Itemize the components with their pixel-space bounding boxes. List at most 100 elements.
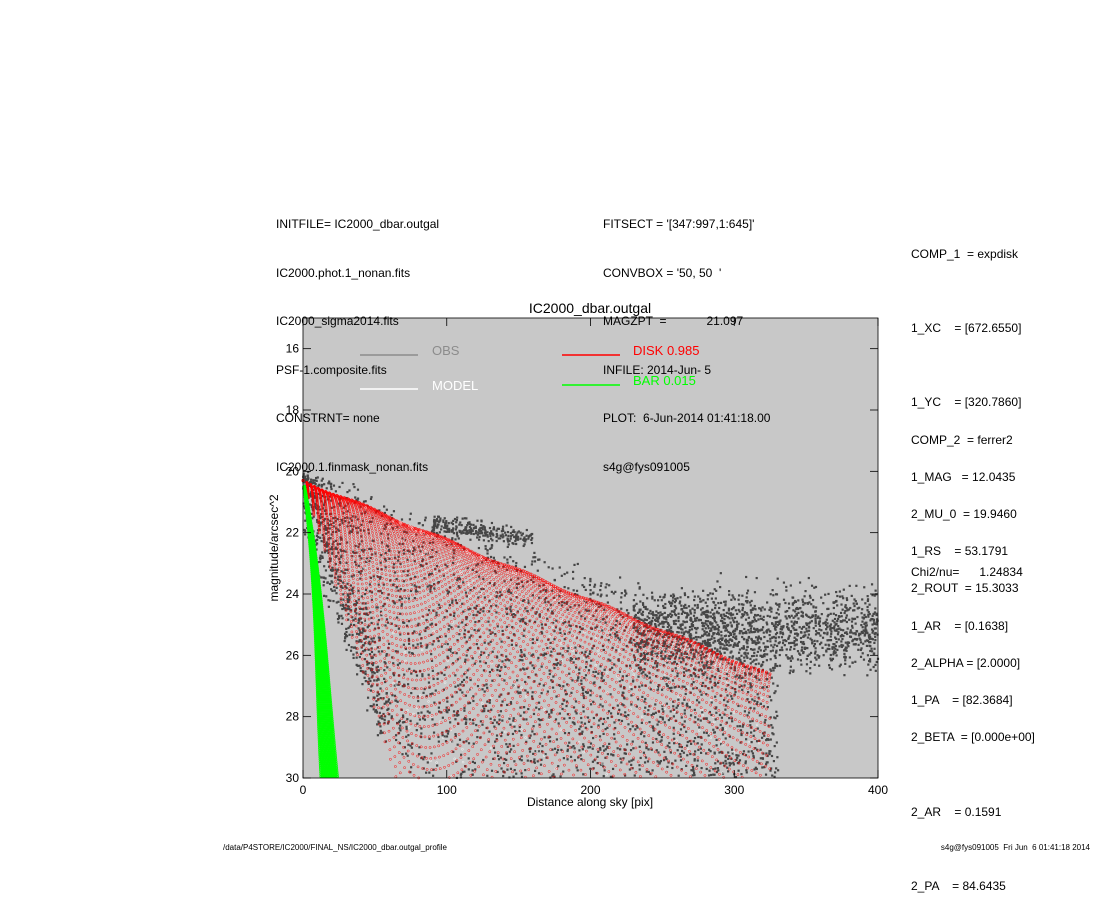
obs-point — [477, 538, 481, 541]
obs-point — [369, 556, 372, 560]
obs-point — [362, 671, 365, 674]
obs-point — [377, 720, 380, 723]
obs-point — [454, 718, 457, 721]
obs-point — [582, 773, 585, 776]
obs-point — [732, 761, 735, 764]
obs-point — [486, 535, 489, 538]
obs-point — [869, 649, 872, 653]
obs-point — [370, 616, 373, 620]
obs-point — [663, 750, 666, 753]
obs-point — [764, 645, 767, 648]
obs-point — [392, 674, 396, 677]
obs-point — [728, 617, 731, 620]
obs-point — [829, 623, 833, 626]
obs-point — [555, 738, 559, 741]
obs-point — [771, 636, 774, 639]
disk-point — [469, 549, 473, 553]
obs-point — [524, 607, 527, 610]
obs-point — [405, 735, 408, 738]
obs-point — [476, 736, 479, 739]
obs-point — [464, 591, 468, 594]
obs-point — [759, 654, 762, 657]
obs-point — [371, 516, 374, 520]
obs-point — [470, 523, 473, 526]
obs-point — [475, 530, 478, 533]
obs-point — [739, 729, 743, 732]
obs-point — [342, 506, 346, 509]
obs-point — [829, 626, 832, 629]
obs-point — [696, 759, 699, 762]
obs-point — [693, 736, 697, 740]
obs-point — [421, 545, 424, 548]
obs-point — [676, 749, 679, 752]
obs-point — [728, 612, 731, 615]
obs-point — [593, 583, 597, 586]
obs-point — [868, 603, 871, 606]
obs-point — [835, 637, 838, 640]
obs-point — [353, 646, 356, 649]
obs-point — [414, 590, 417, 593]
obs-point — [783, 644, 786, 647]
obs-point — [661, 704, 664, 708]
obs-point — [748, 631, 751, 634]
obs-point — [510, 748, 513, 751]
obs-point — [470, 532, 473, 535]
obs-point — [456, 577, 460, 580]
obs-point — [561, 702, 564, 706]
obs-point — [442, 540, 446, 543]
obs-point — [384, 662, 387, 665]
obs-point — [713, 632, 716, 635]
obs-point — [651, 595, 654, 598]
obs-point — [324, 569, 328, 572]
obs-point — [753, 707, 756, 710]
obs-point — [436, 520, 439, 523]
obs-point — [740, 684, 743, 687]
obs-point — [663, 642, 667, 645]
obs-point — [755, 654, 758, 657]
obs-point — [627, 612, 630, 615]
obs-point — [716, 667, 720, 671]
obs-point — [744, 665, 747, 669]
obs-point — [814, 650, 817, 653]
obs-point — [796, 650, 800, 653]
obs-point — [801, 642, 804, 645]
obs-point — [383, 505, 386, 508]
obs-point — [614, 726, 617, 730]
obs-point — [457, 722, 460, 726]
obs-point — [785, 639, 788, 643]
obs-point — [717, 601, 720, 605]
obs-point — [477, 646, 480, 650]
obs-point — [331, 589, 334, 593]
obs-point — [833, 625, 836, 628]
obs-point — [682, 610, 685, 613]
obs-point — [447, 708, 451, 712]
obs-point — [847, 645, 850, 648]
obs-point — [638, 642, 641, 645]
obs-point — [542, 589, 545, 592]
obs-point — [484, 547, 487, 550]
obs-point — [632, 599, 635, 602]
obs-point — [859, 648, 862, 652]
obs-point — [657, 751, 660, 754]
obs-point — [507, 540, 510, 543]
obs-point — [746, 652, 750, 655]
obs-point — [496, 534, 499, 537]
obs-point — [774, 656, 777, 660]
obs-point — [402, 549, 406, 552]
obs-point — [423, 718, 427, 721]
obs-point — [524, 622, 528, 625]
obs-point — [839, 620, 843, 623]
obs-point — [452, 527, 455, 530]
obs-point — [360, 569, 363, 573]
obs-point — [724, 600, 727, 603]
obs-point — [814, 621, 817, 624]
obs-point — [680, 643, 683, 646]
obs-point — [857, 643, 860, 646]
obs-point — [512, 560, 515, 563]
obs-point — [358, 543, 361, 546]
obs-point — [799, 631, 803, 634]
obs-point — [711, 650, 714, 653]
obs-point — [468, 530, 472, 533]
obs-point — [709, 750, 712, 753]
obs-point — [740, 733, 743, 737]
